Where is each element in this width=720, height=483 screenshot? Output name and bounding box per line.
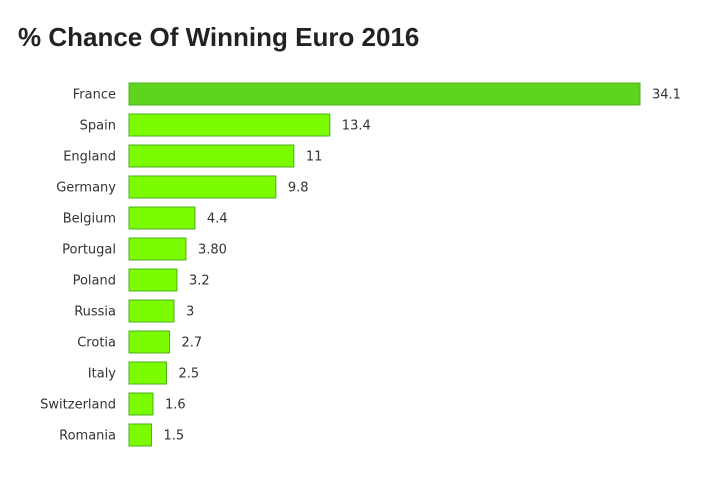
value-label: 34.1 bbox=[652, 88, 681, 103]
category-label: France bbox=[73, 88, 116, 103]
value-label: 11 bbox=[306, 150, 323, 165]
bar bbox=[128, 113, 331, 137]
bar bbox=[128, 361, 167, 385]
chart-title: % Chance Of Winning Euro 2016 bbox=[18, 22, 420, 52]
bar bbox=[128, 330, 170, 354]
value-label: 4.4 bbox=[207, 212, 228, 227]
bar bbox=[128, 82, 641, 106]
category-label: Italy bbox=[88, 367, 117, 382]
bar bbox=[128, 299, 175, 323]
bar bbox=[128, 144, 295, 168]
category-label: Spain bbox=[80, 119, 116, 134]
category-label: England bbox=[63, 150, 116, 165]
category-label: Germany bbox=[56, 181, 116, 196]
category-label: Switzerland bbox=[40, 398, 116, 413]
value-label: 9.8 bbox=[288, 181, 309, 196]
category-label: Belgium bbox=[63, 212, 116, 227]
value-label: 3 bbox=[186, 305, 194, 320]
value-label: 3.2 bbox=[189, 274, 210, 289]
value-label: 3.80 bbox=[198, 243, 227, 258]
value-label: 13.4 bbox=[342, 119, 371, 134]
bar bbox=[128, 237, 187, 261]
bar bbox=[128, 206, 196, 230]
bar bbox=[128, 175, 277, 199]
bar bbox=[128, 268, 178, 292]
category-label: Portugal bbox=[62, 243, 116, 258]
category-label: Crotia bbox=[77, 336, 116, 351]
bar bbox=[128, 423, 152, 447]
value-label: 2.7 bbox=[181, 336, 202, 351]
category-label: Romania bbox=[59, 429, 116, 444]
value-label: 2.5 bbox=[178, 367, 199, 382]
bar bbox=[128, 392, 154, 416]
category-label: Poland bbox=[73, 274, 116, 289]
value-label: 1.6 bbox=[165, 398, 186, 413]
value-label: 1.5 bbox=[163, 429, 184, 444]
category-label: Russia bbox=[74, 305, 116, 320]
